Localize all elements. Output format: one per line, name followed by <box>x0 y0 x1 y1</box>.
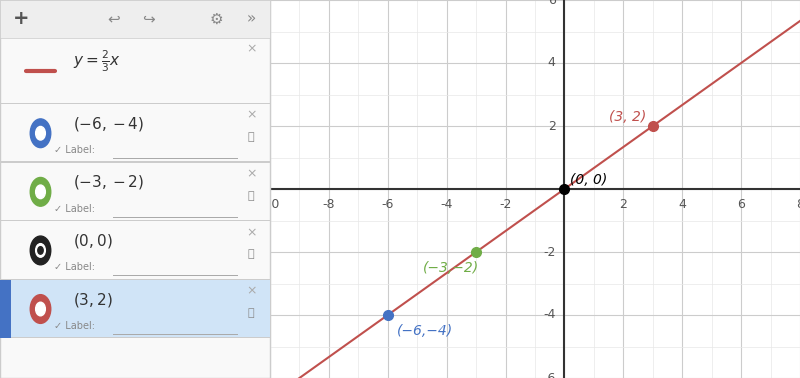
Text: -8: -8 <box>322 198 335 211</box>
Text: $y = \frac{2}{3}x$: $y = \frac{2}{3}x$ <box>73 49 121 74</box>
Text: (−6,−4): (−6,−4) <box>397 324 453 338</box>
Circle shape <box>38 247 43 254</box>
Bar <box>0 280 11 338</box>
Text: ✓ Label:: ✓ Label: <box>54 204 95 214</box>
Text: ×: × <box>246 226 256 239</box>
Text: »: » <box>246 11 256 26</box>
Circle shape <box>36 126 46 140</box>
Text: 2: 2 <box>619 198 627 211</box>
Circle shape <box>36 302 46 316</box>
Text: ⛯: ⛯ <box>248 249 254 259</box>
Text: ×: × <box>246 285 256 297</box>
Text: ⛯: ⛯ <box>248 191 254 201</box>
Text: ⛯: ⛯ <box>248 132 254 142</box>
Bar <box>0 161 270 163</box>
Text: ⚙: ⚙ <box>209 11 223 26</box>
Circle shape <box>36 244 46 257</box>
Text: ↪: ↪ <box>142 11 155 26</box>
Text: -4: -4 <box>543 308 556 322</box>
Text: 8: 8 <box>796 198 800 211</box>
Bar <box>114 275 238 276</box>
Text: ↩: ↩ <box>107 11 120 26</box>
Text: ✓ Label:: ✓ Label: <box>54 321 95 331</box>
Bar <box>0 279 270 280</box>
Circle shape <box>30 236 50 265</box>
Text: (3, 2): (3, 2) <box>609 110 646 124</box>
Text: 6: 6 <box>737 198 745 211</box>
Bar <box>0 103 270 104</box>
Text: 2: 2 <box>548 119 556 133</box>
Text: $(-6,-4)$: $(-6,-4)$ <box>73 115 144 133</box>
Bar <box>0 220 270 221</box>
Text: ⛯: ⛯ <box>248 308 254 318</box>
Text: 4: 4 <box>548 56 556 70</box>
Text: -6: -6 <box>543 372 556 378</box>
Bar <box>114 217 238 218</box>
Text: -4: -4 <box>441 198 453 211</box>
Bar <box>0 337 270 338</box>
Bar <box>114 158 238 159</box>
Bar <box>114 334 238 335</box>
Circle shape <box>30 295 50 324</box>
Text: -2: -2 <box>499 198 512 211</box>
Circle shape <box>30 119 50 147</box>
Text: $(0,0)$: $(0,0)$ <box>73 232 113 250</box>
Text: ×: × <box>246 109 256 122</box>
Text: ×: × <box>246 167 256 180</box>
Text: $(3,2)$: $(3,2)$ <box>73 291 113 308</box>
Text: 4: 4 <box>678 198 686 211</box>
Text: ×: × <box>246 43 256 56</box>
Text: (0, 0): (0, 0) <box>570 172 607 187</box>
Circle shape <box>30 177 50 206</box>
Bar <box>0 280 270 338</box>
Text: 6: 6 <box>548 0 556 6</box>
Text: -10: -10 <box>260 198 280 211</box>
Text: $(-3,-2)$: $(-3,-2)$ <box>73 174 144 191</box>
Text: ✓ Label:: ✓ Label: <box>54 145 95 155</box>
Text: ✓ Label:: ✓ Label: <box>54 262 95 273</box>
Text: -2: -2 <box>543 245 556 259</box>
Text: +: + <box>14 9 30 28</box>
Bar <box>0 0 270 38</box>
Text: -6: -6 <box>382 198 394 211</box>
Text: (−3,−2): (−3,−2) <box>423 261 479 275</box>
Circle shape <box>36 185 46 199</box>
